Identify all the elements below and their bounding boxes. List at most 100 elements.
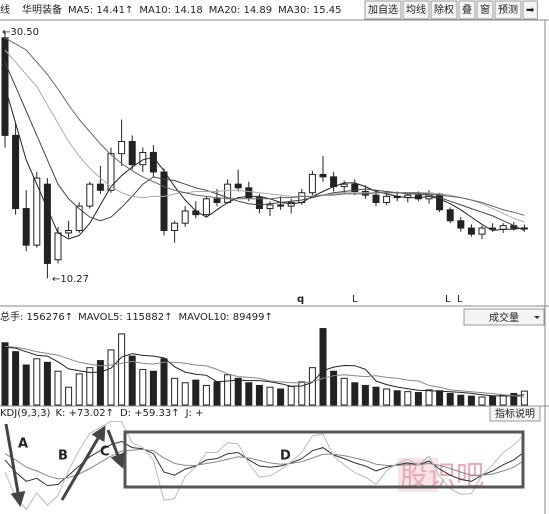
volume-bar (54, 370, 62, 406)
button-box[interactable] (364, 0, 402, 20)
volume-bar (128, 355, 136, 406)
toolbar: 加自选 均线 除权叠窗预测 ➡ (364, 0, 538, 20)
candle-body (96, 183, 104, 191)
volume-bar (171, 377, 179, 406)
volume-bar (467, 395, 475, 406)
toolbar-button[interactable]: 预测 (494, 0, 522, 20)
series-line (4, 37, 525, 216)
annotation: C (100, 445, 110, 460)
button-label[interactable]: 叠 (462, 4, 472, 16)
volume-bar (245, 382, 253, 406)
dropdown-box[interactable] (463, 308, 545, 326)
toolbar-button[interactable]: 加自选 (364, 0, 402, 20)
toolbar-button[interactable]: ➡ (522, 0, 538, 20)
stock-name: 华明装备 (22, 3, 62, 16)
candle-body (213, 198, 221, 203)
kdj-header: KDJ(9,3,3) K: +73.02↑ D: +59.33↑ J: + (0, 408, 204, 419)
arrow (4, 423, 26, 507)
button-box[interactable] (494, 0, 522, 20)
series-line (4, 49, 525, 223)
toolbar-button[interactable]: 窗 (476, 0, 494, 20)
volume-bar (489, 396, 497, 406)
volume-bar (404, 391, 412, 406)
toolbar-button[interactable]: 叠 (458, 0, 476, 20)
volume-header: 总手: 156276↑ MAVOL5: 115882↑ MAVOL10: 8949… (0, 310, 273, 323)
volume-bar (33, 358, 41, 406)
button-label[interactable]: 除权 (434, 3, 454, 16)
button-label[interactable]: 均线 (406, 3, 426, 16)
volume-bar (414, 392, 422, 406)
dropdown-label[interactable]: 成交量 (489, 311, 519, 324)
volume-bar (520, 390, 528, 406)
volume-bar (446, 392, 454, 406)
candle-body (118, 140, 126, 155)
low-label: ←10.27 (52, 274, 89, 285)
button-box[interactable] (522, 0, 538, 20)
high-label: ←30.50 (2, 27, 39, 38)
volume-bar (340, 377, 348, 406)
candle-body (224, 183, 232, 203)
toolbar-button[interactable]: 均线 (402, 0, 430, 20)
volume-bar (287, 385, 295, 406)
volume-bar (425, 389, 433, 406)
volume-bar (1, 342, 9, 406)
volume-bar (224, 374, 232, 406)
candle-body (499, 225, 507, 230)
indicator-help[interactable]: 指标说明 (489, 405, 541, 422)
candle-body (54, 232, 62, 261)
help-box[interactable] (489, 405, 541, 422)
button-label[interactable]: 预测 (498, 3, 518, 16)
legend-entry: D: +59.33↑ (120, 408, 180, 419)
volume-bar (12, 351, 20, 406)
candle-body (149, 151, 157, 173)
volume-bar (75, 373, 83, 406)
button-box[interactable] (476, 0, 494, 20)
legend-entry: MAVOL5: 115882↑ (78, 312, 172, 323)
candle-body (22, 208, 30, 246)
dropdown-arrow[interactable] (534, 316, 540, 319)
candle-body (457, 220, 465, 229)
button-box[interactable] (430, 0, 458, 20)
marker: q (297, 294, 304, 305)
candle-body (266, 204, 274, 210)
candle-body (234, 183, 242, 189)
volume-bar (139, 368, 147, 406)
candle-body (277, 204, 285, 207)
indicator-dropdown[interactable]: 成交量 (463, 308, 545, 326)
button-box[interactable] (402, 0, 430, 20)
button-box[interactable] (458, 0, 476, 20)
candle-body (202, 198, 210, 216)
legend-entry: K: +73.02↑ (55, 408, 114, 419)
volume-bar (160, 358, 168, 406)
button-label[interactable]: 加自选 (368, 3, 398, 16)
volume-bar (181, 382, 189, 406)
candle-body (139, 151, 147, 166)
volume-bar (255, 384, 263, 406)
candle-body (372, 194, 380, 203)
help-label[interactable]: 指标说明 (495, 407, 535, 420)
candle-body (75, 205, 83, 231)
series-line (4, 345, 525, 398)
candle-body (340, 183, 348, 188)
volume-bar (351, 382, 359, 406)
legend-entry: J: + (185, 408, 204, 419)
series-line (4, 440, 525, 487)
legend-entry: MA10: 14.18 (139, 5, 202, 16)
volume-title: 总手: 156276↑ (0, 310, 73, 323)
candle-body (351, 183, 359, 192)
candle-body (171, 222, 179, 231)
volume-bar (319, 328, 327, 406)
candle-body (86, 183, 94, 207)
volume-bar (436, 390, 444, 406)
button-label[interactable]: ➡ (526, 5, 535, 16)
volume-bar (277, 388, 285, 406)
volume-bar (118, 333, 126, 406)
volume-bar (107, 349, 115, 406)
toolbar-button[interactable]: 除权 (430, 0, 458, 20)
volume-bar (266, 386, 274, 406)
series-line (4, 346, 525, 397)
volume-bar (298, 381, 306, 406)
button-label[interactable]: 窗 (480, 3, 490, 16)
arrow (106, 429, 125, 469)
volume-bar (213, 381, 221, 406)
